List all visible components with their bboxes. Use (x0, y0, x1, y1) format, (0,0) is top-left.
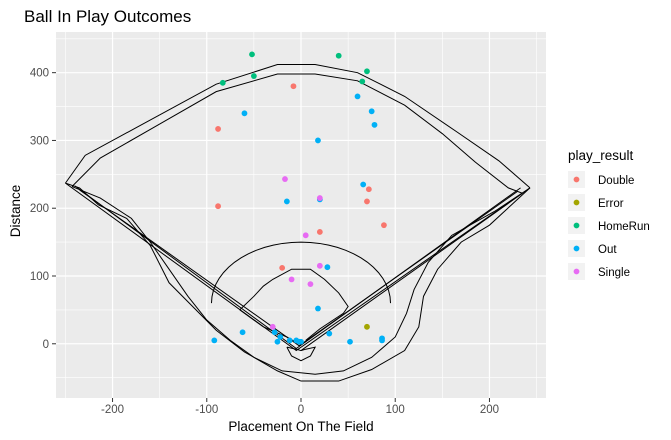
point-out (286, 337, 293, 344)
legend-title: play_result (568, 148, 634, 163)
inner-wall (71, 73, 524, 351)
point-out (271, 329, 278, 336)
x-tick-label: 0 (298, 404, 304, 416)
point-double (279, 264, 286, 271)
foul-line-b (74, 185, 521, 350)
x-axis: -200 -100 0 100 200 (101, 398, 499, 416)
point-double (364, 198, 370, 205)
point-error (364, 323, 370, 330)
legend-label-out: Out (598, 244, 617, 256)
legend-key-homerun (573, 222, 580, 229)
legend-key-single (573, 268, 580, 275)
y-axis: 0 100 200 300 400 (30, 68, 56, 351)
point-out (347, 338, 353, 345)
outer-wall (65, 64, 531, 189)
y-tick-label: 0 (43, 339, 49, 351)
point-out (360, 181, 367, 188)
point-out (274, 338, 281, 345)
legend-label-double: Double (598, 175, 634, 187)
point-out (326, 330, 333, 337)
foul-outer (65, 182, 531, 382)
legend-key-error (573, 199, 580, 206)
legend-label-error: Error (598, 198, 624, 210)
point-out (368, 108, 375, 115)
point-double (215, 126, 221, 132)
y-tick-label: 100 (30, 271, 49, 283)
point-double (365, 186, 372, 193)
point-out (239, 329, 246, 336)
point-homerun (219, 79, 226, 86)
x-tick-label: 200 (480, 404, 499, 416)
point-out (371, 121, 378, 128)
point-out (241, 110, 248, 117)
point-double (381, 222, 387, 229)
point-double (290, 83, 297, 90)
y-axis-title: Distance (8, 185, 23, 238)
legend-label-homerun: HomeRun (598, 221, 650, 233)
chart-title: Ball In Play Outcomes (24, 7, 191, 26)
legend: play_result Double Error HomeRun Out Single (568, 148, 650, 280)
point-single (288, 276, 295, 283)
field-outline (65, 64, 531, 382)
x-axis-title: Placement On The Field (228, 419, 373, 434)
legend-label-single: Single (598, 267, 630, 279)
point-out (315, 137, 321, 144)
infield-arc (210, 241, 392, 304)
point-out (379, 335, 385, 342)
x-tick-label: 100 (386, 404, 405, 416)
point-homerun (249, 51, 255, 58)
point-single (316, 195, 323, 201)
y-tick-label: 200 (30, 203, 49, 215)
foul-line-a (65, 182, 531, 352)
y-tick-label: 300 (30, 135, 49, 147)
home-circle (286, 346, 317, 362)
point-single (316, 262, 323, 269)
infield-dirt (239, 268, 349, 341)
point-out (277, 334, 284, 340)
point-double (316, 229, 323, 235)
legend-key-out (573, 245, 580, 252)
x-tick-label: -100 (195, 404, 218, 416)
point-homerun (250, 73, 257, 79)
legend-key-double (573, 176, 580, 183)
point-homerun (359, 78, 366, 85)
point-single (302, 232, 309, 239)
x-tick-label: -200 (101, 404, 124, 416)
point-single (269, 323, 276, 330)
point-single (307, 281, 314, 288)
point-out (354, 93, 361, 100)
point-homerun (364, 68, 370, 75)
point-out (298, 338, 304, 345)
grid (56, 32, 546, 398)
point-out (211, 337, 218, 344)
point-out (283, 198, 290, 205)
foul-line-c (79, 189, 519, 347)
data-points (211, 51, 387, 345)
point-double (215, 203, 221, 210)
point-single (282, 176, 288, 182)
point-out (324, 264, 331, 271)
point-out (315, 305, 321, 312)
point-homerun (335, 52, 342, 59)
y-tick-label: 400 (30, 68, 49, 80)
